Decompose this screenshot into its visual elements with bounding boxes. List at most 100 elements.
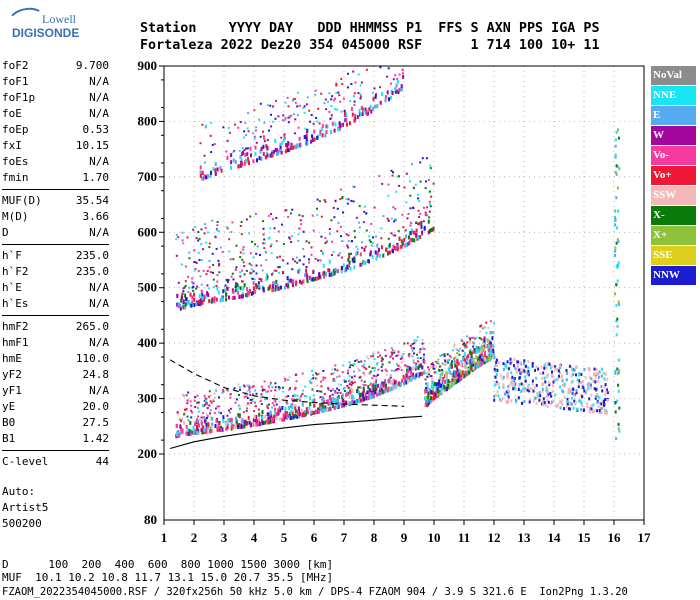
echo-point [588, 397, 591, 401]
echo-point [359, 97, 362, 100]
echo-point [510, 399, 513, 403]
echo-point [599, 401, 601, 405]
echo-point [449, 365, 452, 369]
echo-point [214, 424, 217, 428]
echo-point [193, 297, 196, 302]
echo-point [376, 243, 379, 248]
echo-point [418, 222, 421, 225]
echo-point [279, 142, 282, 147]
echo-point [231, 424, 234, 429]
y-tick-label: 300 [138, 391, 158, 406]
echo-point [263, 137, 266, 140]
echo-point [597, 375, 600, 379]
echo-point [230, 275, 233, 278]
param-value: 3.66 [82, 210, 110, 223]
echo-point [411, 163, 413, 166]
echo-point [359, 252, 362, 257]
echo-point [323, 393, 326, 395]
echo-point [579, 399, 582, 403]
echo-point [424, 396, 427, 401]
echo-point [566, 402, 569, 406]
echo-point [432, 182, 435, 185]
echo-point [208, 404, 211, 407]
echo-point [551, 374, 553, 377]
echo-point [413, 342, 416, 345]
echo-point [618, 406, 621, 410]
echo-point [218, 396, 220, 399]
echo-point [268, 387, 271, 390]
echo-point [243, 130, 246, 133]
echo-point [525, 371, 528, 375]
echo-point [389, 374, 392, 377]
echo-point [400, 239, 403, 244]
echo-point [265, 405, 268, 408]
echo-point [379, 100, 382, 105]
echo-point [278, 271, 280, 274]
echo-point [213, 143, 216, 146]
echo-point [180, 298, 183, 303]
echo-point [618, 167, 621, 171]
echo-point [298, 259, 301, 262]
echo-point [235, 244, 238, 247]
echo-point [193, 269, 196, 271]
echo-point [213, 299, 216, 304]
echo-point [320, 215, 323, 218]
echo-point [194, 430, 197, 435]
echo-point [552, 384, 555, 388]
echo-point [405, 234, 408, 239]
chart-axes: 1 2 3 4 5 6 7 8 9 10 11 12 13 14 15 16 17200300400500600… [138, 58, 652, 545]
echo-point [584, 391, 587, 395]
echo-point [205, 413, 208, 416]
echo-point [243, 283, 246, 288]
echo-point [232, 158, 235, 163]
echo-point [367, 396, 370, 400]
echo-point [475, 345, 478, 350]
echo-point [340, 110, 343, 113]
echo-point [297, 406, 300, 411]
echo-point [432, 367, 435, 370]
echo-point [234, 422, 237, 427]
echo-point [220, 295, 223, 300]
echo-point [369, 372, 372, 375]
echo-point [580, 408, 582, 412]
echo-point [190, 404, 193, 407]
echo-point [427, 178, 430, 181]
echo-point [386, 388, 389, 393]
echo-point [580, 386, 583, 390]
echo-point [280, 285, 282, 290]
echo-point [217, 290, 220, 295]
echo-point [239, 286, 242, 291]
echo-point [456, 379, 459, 384]
echo-point [197, 302, 200, 306]
echo-point [453, 357, 456, 360]
echo-point [363, 397, 365, 402]
echo-point [582, 380, 585, 383]
echo-point [338, 252, 341, 255]
echo-point [338, 94, 341, 97]
echo-point [456, 358, 459, 363]
echo-point [312, 411, 315, 415]
echo-point [406, 342, 409, 345]
echo-point [590, 407, 593, 411]
echo-point [212, 167, 215, 171]
echo-point [393, 350, 396, 353]
echo-point [317, 276, 320, 280]
echo-point [237, 164, 240, 169]
echo-point [435, 365, 438, 368]
echo-point [418, 200, 421, 203]
echo-point [410, 371, 413, 376]
echo-point [605, 409, 608, 413]
echo-point [429, 190, 431, 193]
echo-point [391, 91, 394, 95]
echo-point [234, 160, 237, 165]
echo-point [497, 382, 500, 386]
echo-point [396, 77, 399, 80]
echo-point [345, 197, 348, 200]
echo-point [239, 121, 242, 123]
echo-point [202, 417, 205, 420]
echo-point [554, 367, 557, 371]
echo-point [615, 196, 618, 200]
echo-point [304, 395, 307, 397]
echo-point [418, 361, 421, 364]
echo-point [423, 360, 426, 365]
